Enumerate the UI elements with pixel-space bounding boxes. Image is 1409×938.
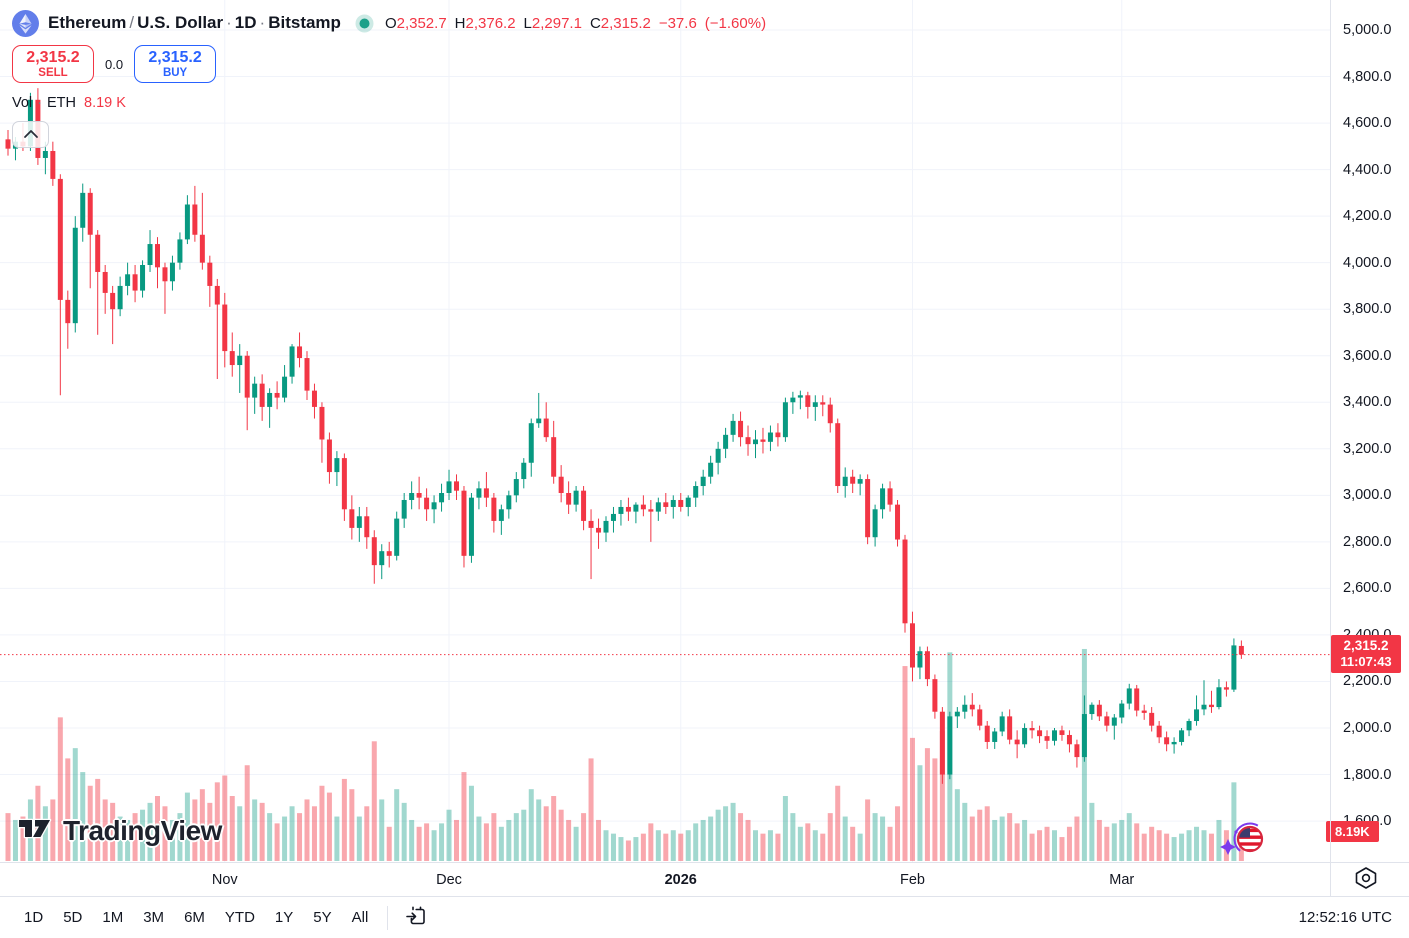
us-flag-icon — [1233, 822, 1267, 856]
time-axis-label-Mar: Mar — [1109, 871, 1135, 888]
tradingview-watermark: TradingView — [16, 810, 222, 851]
range-button-YTD[interactable]: YTD — [215, 904, 265, 931]
price-tick-label: 4,200.0 — [1343, 208, 1392, 225]
sell-button[interactable]: 2,315.2 SELL — [12, 45, 94, 83]
range-button-1M[interactable]: 1M — [92, 904, 133, 931]
chart-legend: Ethereum / U.S. Dollar · 1D · Bitstamp O2,352.… — [12, 8, 774, 148]
time-axis-label-Nov: Nov — [211, 871, 238, 888]
toolbar-divider — [387, 905, 389, 930]
price-tick-label: 2,600.0 — [1343, 580, 1392, 597]
current-price-badge: 2,315.2 11:07:43 — [1331, 634, 1401, 673]
toolbar-separator — [0, 896, 1409, 897]
volume-legend-row[interactable]: Vol · ETH 8.19 K — [12, 95, 126, 111]
price-tick-label: 3,400.0 — [1343, 394, 1392, 411]
time-axis-label-Dec: Dec — [436, 871, 462, 888]
range-button-6M[interactable]: 6M — [174, 904, 215, 931]
clock-utc[interactable]: 12:52:16 UTC — [1298, 909, 1392, 926]
time-axis-separator — [0, 862, 1409, 863]
range-button-5D[interactable]: 5D — [53, 904, 92, 931]
price-tick-label: 1,800.0 — [1343, 766, 1392, 783]
price-tick-label: 4,000.0 — [1343, 254, 1392, 271]
legend-collapse-button[interactable] — [12, 121, 49, 148]
event-marker[interactable] — [1216, 818, 1270, 867]
range-button-3M[interactable]: 3M — [133, 904, 174, 931]
symbol-title[interactable]: Ethereum / U.S. Dollar · 1D · Bitstamp — [48, 13, 341, 32]
ethereum-logo-icon — [12, 9, 39, 37]
time-axis-label-2026: 2026 — [664, 871, 697, 888]
price-tick-label: 2,800.0 — [1343, 533, 1392, 550]
calendar-icon — [405, 905, 427, 930]
price-tick-label: 2,000.0 — [1343, 720, 1392, 736]
range-button-5Y[interactable]: 5Y — [303, 904, 341, 931]
price-tick-label: 4,400.0 — [1343, 161, 1392, 178]
time-axis-label-Feb: Feb — [899, 871, 925, 888]
spread-value: 0.0 — [105, 56, 124, 72]
price-tick-label: 2,200.0 — [1343, 673, 1392, 690]
trade-buttons-row: 2,315.2 SELL 0.0 2,315.2 BUY — [12, 45, 774, 83]
bottom-toolbar: 1D 5D 1M 3M 6M YTD 1Y 5Y All 12:52:16 UTC — [0, 897, 1409, 938]
range-button-1D[interactable]: 1D — [14, 904, 53, 931]
ohlc-values: O2,352.7 H2,376.2 L2,297.1 C2,315.2 −37.… — [384, 14, 767, 32]
price-tick-label: 3,800.0 — [1343, 301, 1392, 318]
watermark-text: TradingView — [63, 814, 222, 846]
range-button-All[interactable]: All — [342, 904, 379, 931]
price-axis[interactable]: 2,315.2 11:07:43 8.19K 5,000.0 4,800.0 4,6… — [1326, 0, 1409, 862]
range-buttons: 1D 5D 1M 3M 6M YTD 1Y 5Y All — [14, 904, 378, 931]
chevron-up-icon — [23, 127, 39, 142]
price-change-percent: (−1.60%) — [704, 14, 767, 32]
price-change: −37.6 — [658, 14, 697, 32]
chart-canvas[interactable] — [0, 0, 1330, 862]
price-axis-separator — [1330, 0, 1331, 896]
buy-button[interactable]: 2,315.2 BUY — [134, 45, 217, 83]
hexagon-eye-icon[interactable] — [1350, 863, 1382, 896]
price-tick-label: 4,800.0 — [1343, 68, 1392, 85]
price-tick-label: 3,600.0 — [1343, 347, 1392, 364]
price-tick-label: 5,000.0 — [1343, 22, 1392, 38]
volume-badge: 8.19K — [1326, 821, 1379, 842]
range-button-1Y[interactable]: 1Y — [265, 904, 303, 931]
volume-value: 8.19 K — [84, 95, 126, 111]
go-to-date-button[interactable] — [397, 901, 435, 934]
bar-countdown: 11:07:43 — [1340, 653, 1392, 669]
price-tick-label: 3,200.0 — [1343, 440, 1392, 457]
price-tick-label: 4,600.0 — [1343, 115, 1392, 132]
time-axis[interactable]: Nov Dec 2026 Feb Mar — [0, 863, 1330, 896]
market-status-icon[interactable] — [355, 14, 374, 33]
tradingview-logo-icon — [16, 810, 54, 851]
price-tick-label: 3,000.0 — [1343, 487, 1392, 504]
symbol-row: Ethereum / U.S. Dollar · 1D · Bitstamp O2,352.… — [12, 8, 774, 38]
